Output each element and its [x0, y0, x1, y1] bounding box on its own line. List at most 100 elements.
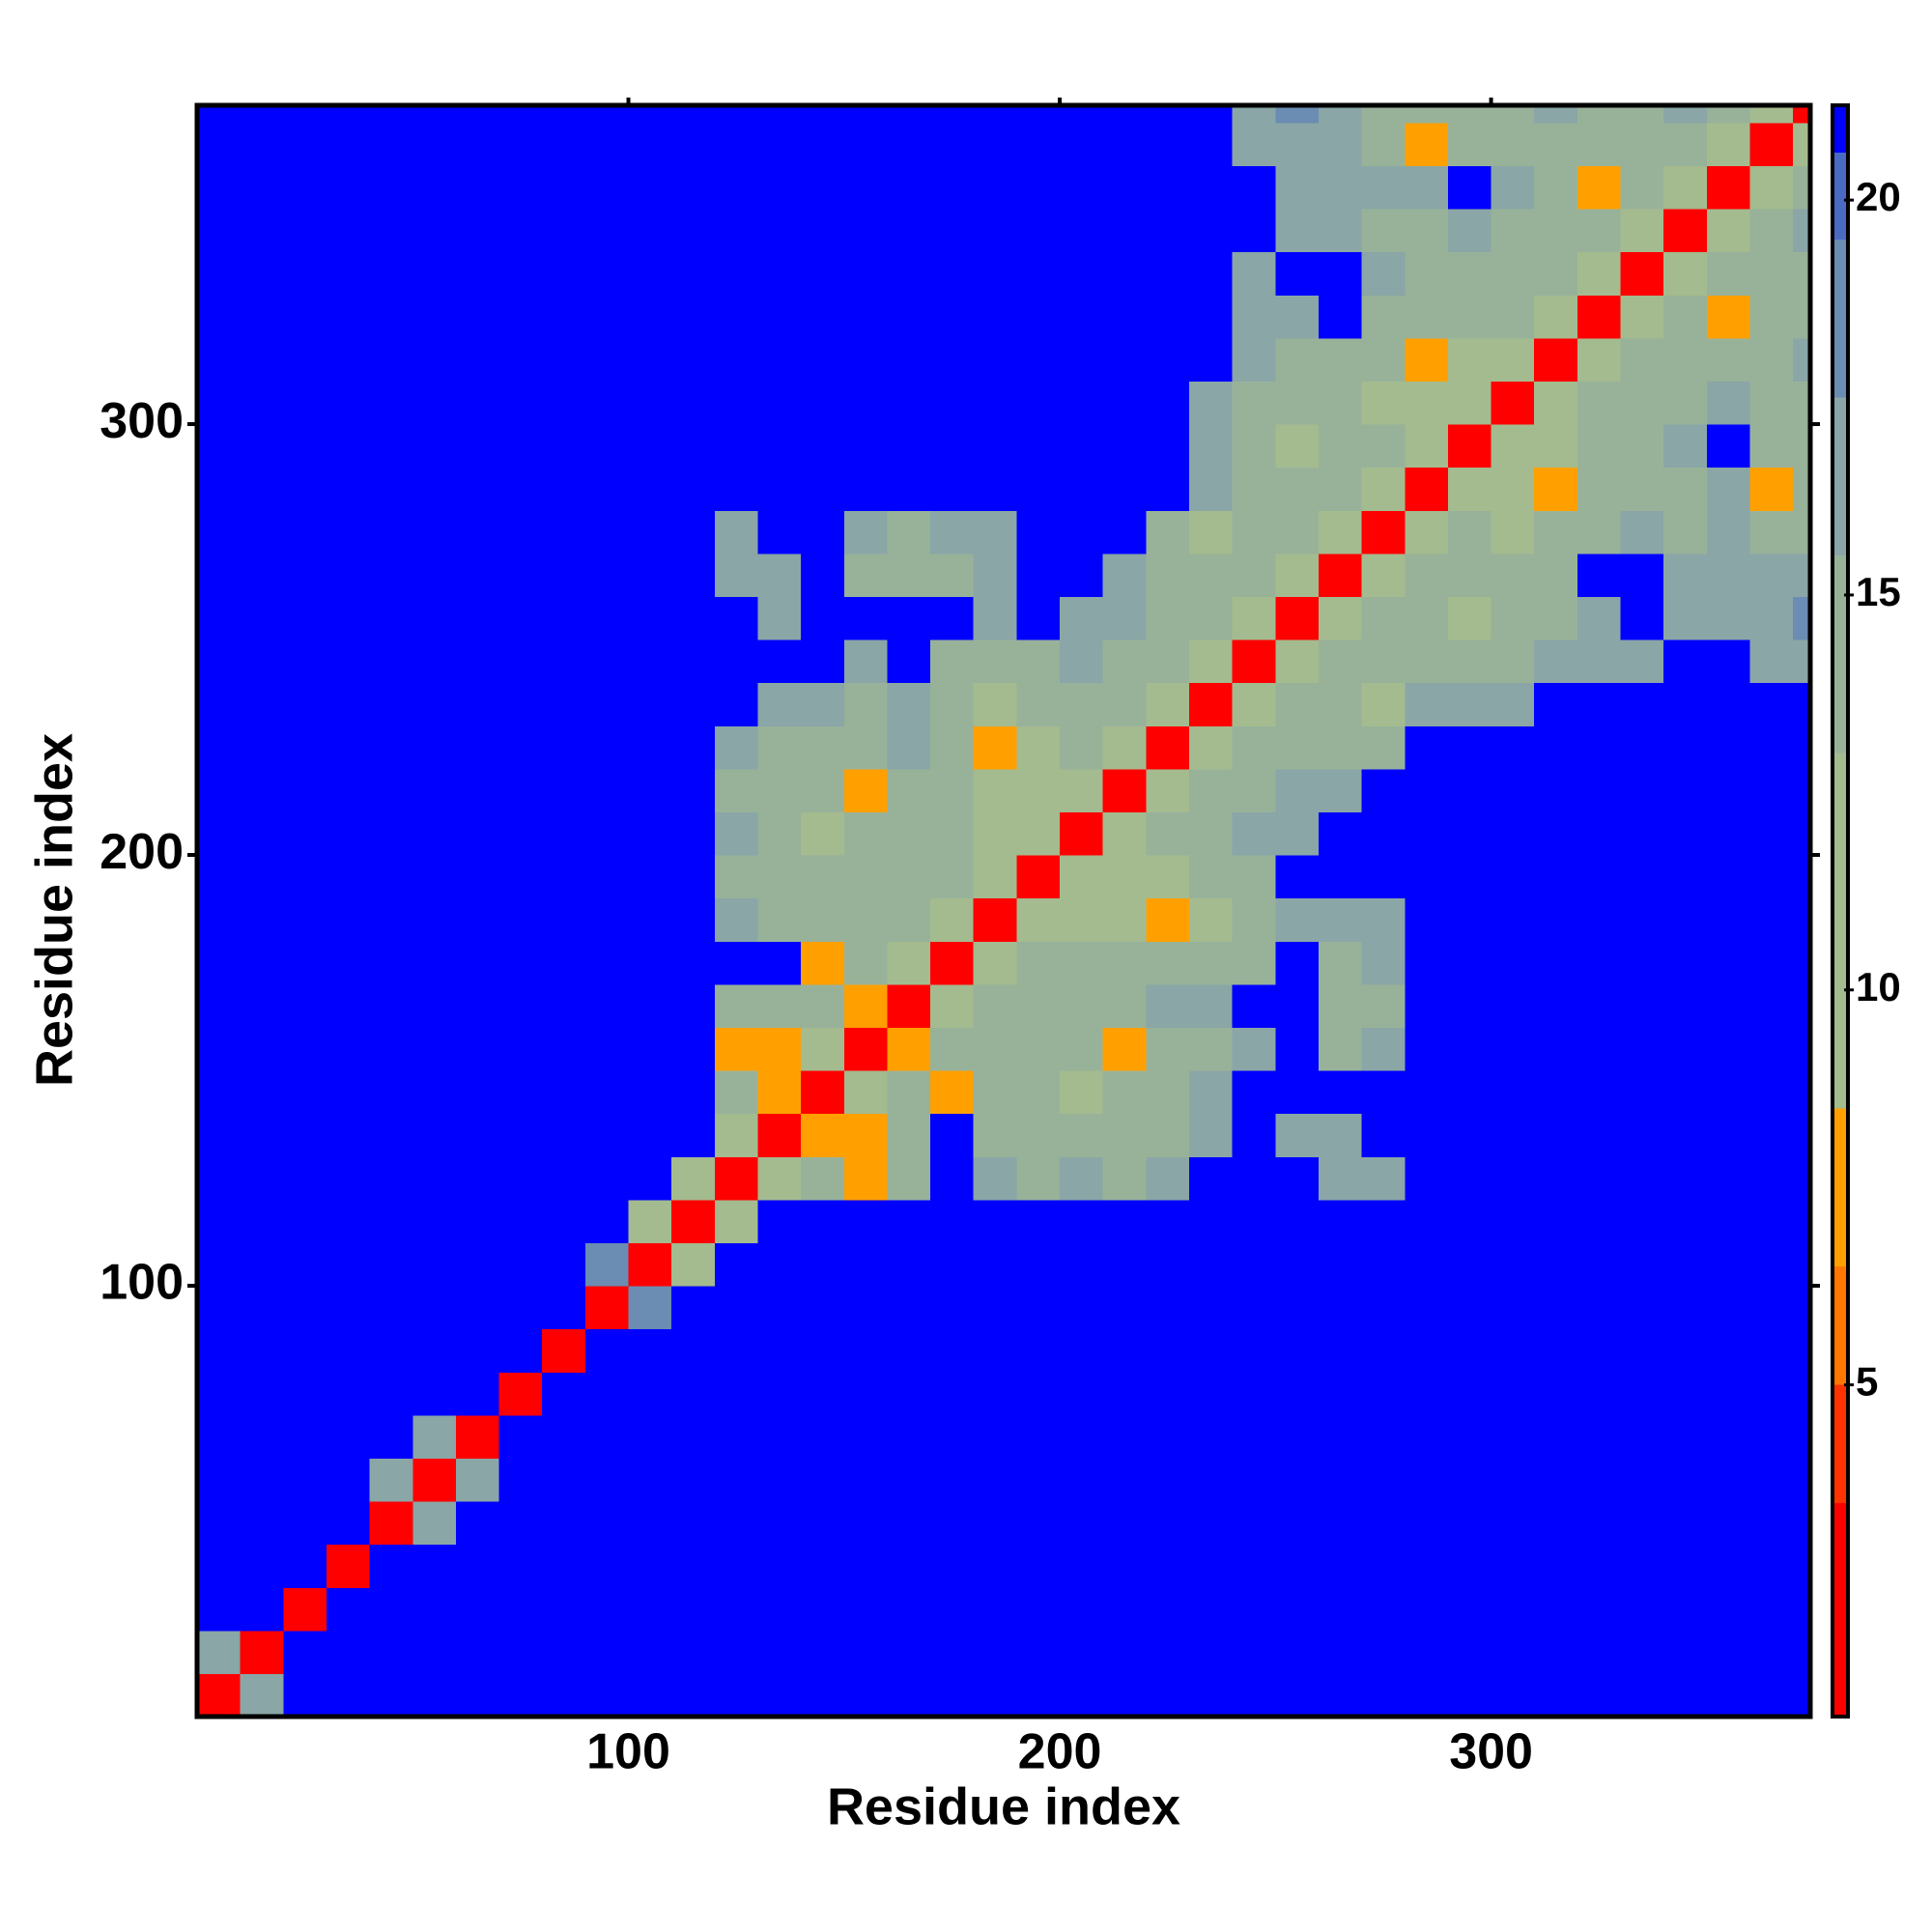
cell — [1405, 1501, 1449, 1546]
cell — [1060, 1501, 1104, 1546]
cell — [1405, 1027, 1449, 1071]
cell — [283, 467, 327, 511]
cell — [197, 467, 242, 511]
cell — [369, 1328, 413, 1373]
cell — [1102, 1673, 1147, 1717]
cell — [1361, 725, 1406, 770]
cell — [1102, 639, 1147, 684]
cell — [1361, 1587, 1406, 1632]
colorbar-frame — [1831, 103, 1850, 1719]
cell — [671, 1501, 716, 1546]
cell — [197, 725, 242, 770]
cell — [1793, 1414, 1810, 1460]
cell — [1275, 1328, 1320, 1373]
cell — [1275, 165, 1320, 210]
cell — [714, 596, 759, 640]
cell — [1232, 1156, 1276, 1201]
cell — [930, 682, 975, 726]
cell — [757, 1673, 802, 1717]
cell — [1146, 1113, 1190, 1157]
cell — [1232, 1328, 1276, 1373]
cell — [455, 1673, 500, 1717]
cell — [1146, 1630, 1190, 1675]
cell — [1793, 1286, 1810, 1330]
cell — [1491, 941, 1535, 985]
cell — [1275, 1630, 1320, 1675]
cell — [1232, 1501, 1276, 1546]
cell — [412, 1242, 457, 1287]
cell — [1361, 122, 1406, 167]
cell — [887, 510, 931, 554]
cell — [1534, 1027, 1578, 1071]
cell — [412, 1673, 457, 1717]
cell — [1189, 682, 1234, 726]
cell — [1318, 682, 1363, 726]
cell — [542, 424, 586, 469]
cell — [1663, 941, 1708, 985]
cell — [1749, 1372, 1794, 1416]
cell — [1793, 510, 1810, 554]
cell — [1318, 1199, 1363, 1244]
cell — [197, 1070, 242, 1115]
cell — [671, 295, 716, 339]
cell — [584, 596, 630, 640]
cell — [498, 682, 543, 726]
heatmap-cells — [197, 105, 1810, 1717]
cell — [1361, 941, 1406, 985]
cell — [1447, 553, 1492, 598]
cell — [1060, 381, 1104, 425]
cell — [1620, 1414, 1664, 1460]
cell — [1620, 105, 1664, 124]
cell — [1491, 251, 1535, 296]
cell — [714, 768, 759, 813]
cell — [369, 1458, 413, 1502]
cell — [887, 337, 931, 383]
cell — [283, 1544, 327, 1588]
cell — [542, 1242, 586, 1287]
cell — [369, 1070, 413, 1115]
cell — [1447, 1070, 1492, 1115]
cell — [1189, 1372, 1234, 1416]
cell — [1102, 983, 1147, 1029]
cell — [1016, 639, 1061, 684]
cell — [1749, 855, 1794, 899]
cell — [1189, 553, 1234, 598]
cell — [1793, 105, 1810, 124]
cell — [1663, 983, 1708, 1029]
cell — [1663, 1286, 1708, 1330]
cell — [283, 424, 327, 469]
cell — [1577, 682, 1622, 726]
cell — [369, 510, 413, 554]
cell — [1060, 295, 1104, 339]
cell — [1016, 1458, 1061, 1502]
cell — [757, 1286, 802, 1330]
cell — [1361, 1458, 1406, 1502]
cell — [1016, 1587, 1061, 1632]
cell — [757, 295, 802, 339]
cell — [887, 1414, 931, 1460]
cell — [1491, 855, 1535, 899]
cell — [1793, 1242, 1810, 1287]
cell — [1060, 251, 1104, 296]
cell — [240, 811, 284, 856]
cell — [455, 639, 500, 684]
colorbar-band — [1833, 1265, 1848, 1385]
cell — [369, 165, 413, 210]
cell — [714, 1242, 759, 1287]
cell — [455, 251, 500, 296]
cell — [628, 1242, 672, 1287]
cell — [1318, 1027, 1363, 1071]
cell — [326, 553, 371, 598]
cell — [1447, 1113, 1492, 1157]
cell — [240, 897, 284, 942]
cell — [1749, 1501, 1794, 1546]
cell — [498, 725, 543, 770]
cell — [1016, 682, 1061, 726]
cell — [584, 295, 630, 339]
cell — [1189, 1587, 1234, 1632]
cell — [1361, 553, 1406, 598]
cell — [843, 768, 889, 813]
cell — [628, 1286, 672, 1330]
cell — [1060, 596, 1104, 640]
cell — [887, 251, 931, 296]
